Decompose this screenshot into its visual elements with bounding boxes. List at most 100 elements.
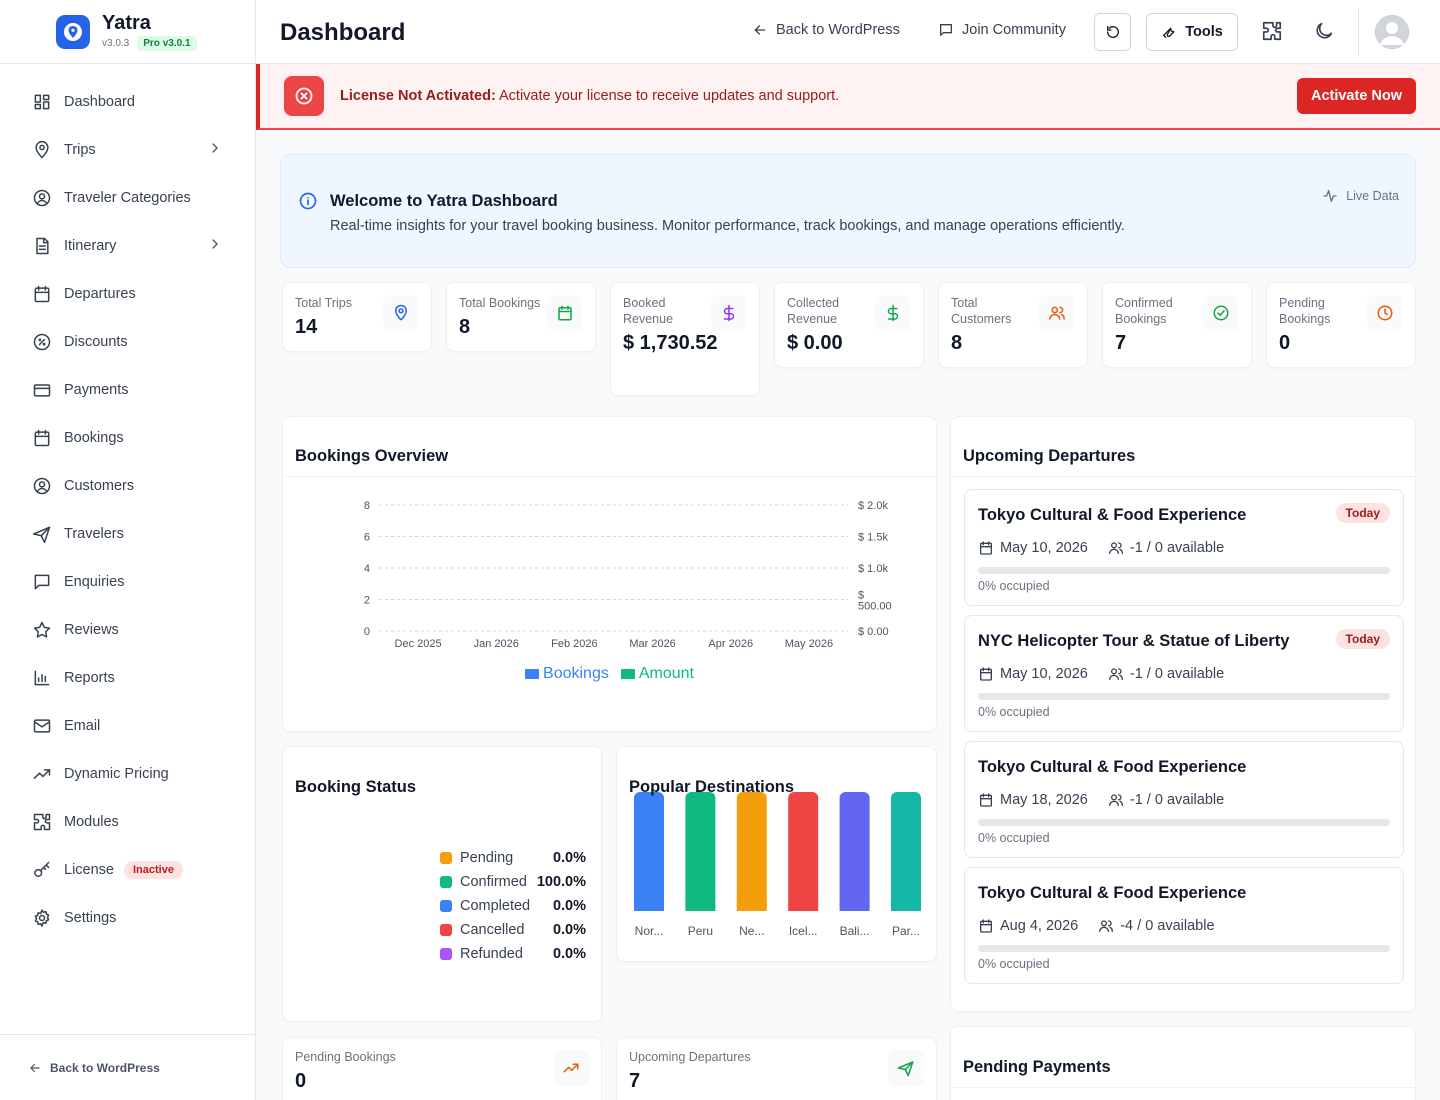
destination-bar[interactable] [839, 792, 870, 911]
mini-label: Upcoming Departures [629, 1050, 751, 1064]
departure-meta: May 10, 2026 -1 / 0 available [978, 666, 1224, 682]
arrow-left-icon [754, 25, 766, 35]
bookings-overview-title: Bookings Overview [295, 447, 449, 465]
close-circle-icon [284, 76, 324, 116]
sidebar-back-to-wordpress[interactable]: Back to WordPress [0, 1034, 255, 1100]
stat-card-total-customers: Total Customers 8 [938, 282, 1088, 368]
departure-item[interactable]: Tokyo Cultural & Food Experience May 18, … [964, 741, 1404, 858]
stat-label: Confirmed Bookings [1115, 296, 1173, 326]
calendar-icon [978, 540, 994, 556]
stat-label: Booked Revenue [623, 296, 674, 326]
activate-now-button[interactable]: Activate Now [1297, 78, 1416, 114]
sidebar-item-customers[interactable]: Customers [0, 462, 255, 510]
join-community-link[interactable]: Join Community [938, 22, 1066, 38]
destination-bar[interactable] [788, 792, 819, 911]
upcoming-departures-mini-card: Upcoming Departures 7 [616, 1037, 937, 1100]
occupancy-label: 0% occupied [978, 831, 1050, 845]
sidebar-item-modules[interactable]: Modules [0, 798, 255, 846]
sidebar-item-departures[interactable]: Departures [0, 270, 255, 318]
sidebar-item-trips[interactable]: Trips [0, 126, 255, 174]
sidebar-item-dynamic-pricing[interactable]: Dynamic Pricing [0, 750, 255, 798]
sidebar-item-enquiries[interactable]: Enquiries [0, 558, 255, 606]
wrench-icon [1162, 27, 1175, 38]
status-label: Confirmed [460, 874, 527, 890]
status-legend-item[interactable]: Pending 0.0% [440, 850, 586, 866]
refresh-icon [1106, 26, 1119, 38]
sidebar-item-label: Customers [64, 478, 135, 494]
y-left-tick-label: 0 [364, 626, 370, 638]
sidebar-item-discounts[interactable]: Discounts [0, 318, 255, 366]
sidebar-item-reviews[interactable]: Reviews [0, 606, 255, 654]
status-percent: 100.0% [536, 874, 586, 890]
occupancy-label: 0% occupied [978, 957, 1050, 971]
status-color-swatch [440, 900, 452, 912]
back-label: Back to WordPress [776, 22, 900, 38]
alert-bold: License Not Activated: [340, 88, 496, 104]
sidebar-item-dashboard[interactable]: Dashboard [0, 78, 255, 126]
tools-button[interactable]: Tools [1146, 13, 1238, 51]
mail-icon [32, 716, 52, 736]
sidebar-item-travelers[interactable]: Travelers [0, 510, 255, 558]
destination-bar[interactable] [685, 792, 716, 911]
sidebar-item-traveler-categories[interactable]: Traveler Categories [0, 174, 255, 222]
community-label: Join Community [962, 22, 1066, 38]
legend-bookings[interactable]: Bookings [525, 665, 609, 683]
version-label: v3.0.3 [102, 38, 130, 49]
sidebar-item-payments[interactable]: Payments [0, 366, 255, 414]
sidebar-item-label: Travelers [64, 526, 124, 542]
status-legend-item[interactable]: Cancelled 0.0% [440, 922, 586, 938]
sidebar-item-bookings[interactable]: Bookings [0, 414, 255, 462]
sidebar-item-settings[interactable]: Settings [0, 894, 255, 942]
today-badge: Today [1335, 503, 1390, 523]
destination-label: Icel... [789, 924, 818, 938]
legend-amount[interactable]: Amount [620, 665, 694, 683]
modules-puzzle-icon[interactable] [1261, 20, 1285, 44]
sidebar-item-itinerary[interactable]: Itinerary [0, 222, 255, 270]
status-legend-item[interactable]: Refunded 0.0% [440, 946, 586, 962]
status-legend-item[interactable]: Confirmed 100.0% [440, 874, 586, 890]
stat-label: Pending Bookings [1279, 296, 1331, 326]
departure-item[interactable]: Tokyo Cultural & Food Experience Today May… [964, 489, 1404, 606]
stat-value: 7 [1115, 332, 1127, 354]
users-icon [1108, 792, 1124, 808]
arrow-left-icon [30, 1063, 40, 1072]
dark-mode-moon-icon[interactable] [1313, 20, 1337, 44]
status-label: Completed [460, 898, 531, 914]
refresh-button[interactable] [1094, 13, 1131, 51]
sidebar-item-license[interactable]: License Inactive [0, 846, 255, 894]
sidebar-item-label: Email [64, 718, 101, 734]
welcome-title: Welcome to Yatra Dashboard [330, 192, 558, 210]
card-divider [951, 1087, 1415, 1088]
status-legend-item[interactable]: Completed 0.0% [440, 898, 586, 914]
status-percent: 0.0% [552, 850, 586, 866]
key-icon [32, 860, 52, 880]
status-color-swatch [440, 948, 452, 960]
booking-status-card: Booking Status Pending 0.0% Confirmed 100.0… [282, 746, 602, 1022]
x-tick-label: Mar 2026 [629, 638, 675, 650]
status-percent: 0.0% [552, 946, 586, 962]
chevron-right-icon[interactable] [207, 140, 223, 156]
message-icon [32, 572, 52, 592]
card-divider [951, 476, 1415, 477]
destination-bar-base [685, 903, 716, 911]
departure-item[interactable]: NYC Helicopter Tour & Statue of Liberty T… [964, 615, 1404, 732]
sidebar-item-email[interactable]: Email [0, 702, 255, 750]
status-label: Refunded [460, 946, 523, 962]
x-tick-label: Dec 2025 [395, 638, 442, 650]
chevron-right-icon[interactable] [207, 236, 223, 252]
pending-payments-title: Pending Payments [963, 1058, 1111, 1076]
destination-bar[interactable] [891, 792, 921, 911]
destination-bar[interactable] [634, 792, 664, 911]
departure-availability: -1 / 0 available [1129, 666, 1225, 682]
sidebar-item-label: Departures [64, 286, 136, 302]
sidebar-item-label: Payments [64, 382, 129, 398]
sidebar-item-reports[interactable]: Reports [0, 654, 255, 702]
occupancy-bar [978, 819, 1390, 826]
status-color-swatch [440, 924, 452, 936]
back-to-wordpress-link[interactable]: Back to WordPress [752, 22, 900, 38]
stat-label: Total Customers [951, 296, 1012, 326]
user-avatar[interactable] [1375, 15, 1409, 49]
departure-date: Aug 4, 2026 [1000, 918, 1079, 934]
destination-bar[interactable] [736, 792, 767, 911]
departure-item[interactable]: Tokyo Cultural & Food Experience Aug 4, 2… [964, 867, 1404, 984]
